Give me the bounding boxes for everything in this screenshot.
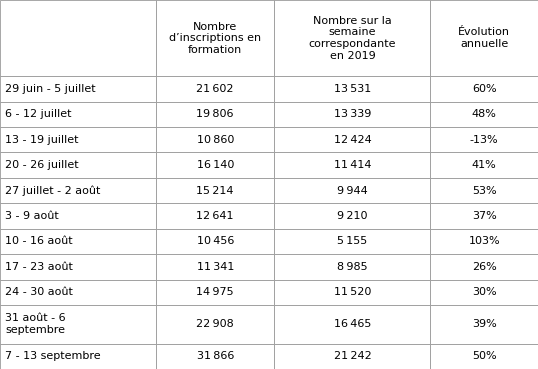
Bar (0, 280, 156, 305)
Text: 15 214: 15 214 (196, 186, 234, 196)
Bar (274, 127, 430, 152)
Bar (430, 127, 538, 152)
Text: 24 - 30 août: 24 - 30 août (5, 287, 73, 297)
Bar (274, 76, 430, 101)
Bar (156, 203, 274, 229)
Bar (430, 0, 538, 76)
Bar (0, 152, 156, 178)
Text: 11 520: 11 520 (334, 287, 371, 297)
Text: 37%: 37% (472, 211, 497, 221)
Text: 30%: 30% (472, 287, 497, 297)
Text: 48%: 48% (472, 109, 497, 119)
Bar (156, 305, 274, 344)
Text: 3 - 9 août: 3 - 9 août (5, 211, 59, 221)
Text: 41%: 41% (472, 160, 497, 170)
Text: 20 - 26 juillet: 20 - 26 juillet (5, 160, 79, 170)
Bar (274, 152, 430, 178)
Bar (0, 254, 156, 280)
Text: 29 juin - 5 juillet: 29 juin - 5 juillet (5, 84, 96, 94)
Text: 27 juillet - 2 août: 27 juillet - 2 août (5, 185, 101, 196)
Bar (274, 280, 430, 305)
Bar (156, 178, 274, 203)
Bar (274, 254, 430, 280)
Text: 5 155: 5 155 (337, 237, 367, 246)
Bar (430, 203, 538, 229)
Bar (430, 152, 538, 178)
Text: 60%: 60% (472, 84, 497, 94)
Text: 9 944: 9 944 (337, 186, 368, 196)
Bar (430, 254, 538, 280)
Bar (430, 178, 538, 203)
Bar (0, 229, 156, 254)
Text: 10 456: 10 456 (196, 237, 234, 246)
Text: 16 465: 16 465 (334, 319, 371, 329)
Bar (0, 0, 156, 76)
Bar (274, 0, 430, 76)
Bar (156, 0, 274, 76)
Bar (156, 127, 274, 152)
Bar (430, 280, 538, 305)
Bar (274, 203, 430, 229)
Bar (156, 152, 274, 178)
Text: 17 - 23 août: 17 - 23 août (5, 262, 73, 272)
Bar (274, 178, 430, 203)
Text: 31 866: 31 866 (196, 351, 234, 361)
Bar (274, 229, 430, 254)
Text: 21 242: 21 242 (334, 351, 371, 361)
Bar (430, 344, 538, 369)
Text: 11 414: 11 414 (334, 160, 371, 170)
Bar (274, 344, 430, 369)
Text: 50%: 50% (472, 351, 497, 361)
Text: 39%: 39% (472, 319, 497, 329)
Text: 21 602: 21 602 (196, 84, 234, 94)
Bar (156, 344, 274, 369)
Text: 16 140: 16 140 (196, 160, 234, 170)
Bar (0, 178, 156, 203)
Text: 13 339: 13 339 (334, 109, 371, 119)
Bar (430, 229, 538, 254)
Bar (156, 280, 274, 305)
Text: 22 908: 22 908 (196, 319, 234, 329)
Text: 7 - 13 septembre: 7 - 13 septembre (5, 351, 101, 361)
Text: 9 210: 9 210 (337, 211, 367, 221)
Text: 12 424: 12 424 (334, 135, 371, 145)
Bar (0, 344, 156, 369)
Text: 11 341: 11 341 (196, 262, 234, 272)
Text: Nombre sur la
semaine
correspondante
en 2019: Nombre sur la semaine correspondante en … (309, 16, 396, 61)
Bar (156, 76, 274, 101)
Text: 13 531: 13 531 (334, 84, 371, 94)
Text: 31 août - 6
septembre: 31 août - 6 septembre (5, 314, 66, 335)
Text: 8 985: 8 985 (337, 262, 367, 272)
Text: 19 806: 19 806 (196, 109, 234, 119)
Bar (156, 254, 274, 280)
Text: 10 860: 10 860 (196, 135, 234, 145)
Text: -13%: -13% (470, 135, 499, 145)
Text: 6 - 12 juillet: 6 - 12 juillet (5, 109, 72, 119)
Text: 13 - 19 juillet: 13 - 19 juillet (5, 135, 79, 145)
Text: 103%: 103% (469, 237, 500, 246)
Bar (0, 76, 156, 101)
Bar (430, 305, 538, 344)
Text: Nombre
d’inscriptions en
formation: Nombre d’inscriptions en formation (169, 21, 261, 55)
Bar (156, 229, 274, 254)
Bar (274, 101, 430, 127)
Bar (430, 101, 538, 127)
Bar (430, 76, 538, 101)
Bar (156, 101, 274, 127)
Text: 26%: 26% (472, 262, 497, 272)
Bar (0, 101, 156, 127)
Bar (274, 305, 430, 344)
Text: Évolution
annuelle: Évolution annuelle (458, 27, 510, 49)
Text: 53%: 53% (472, 186, 497, 196)
Text: 12 641: 12 641 (196, 211, 234, 221)
Bar (0, 305, 156, 344)
Bar (0, 127, 156, 152)
Text: 10 - 16 août: 10 - 16 août (5, 237, 73, 246)
Bar (0, 203, 156, 229)
Text: 14 975: 14 975 (196, 287, 234, 297)
